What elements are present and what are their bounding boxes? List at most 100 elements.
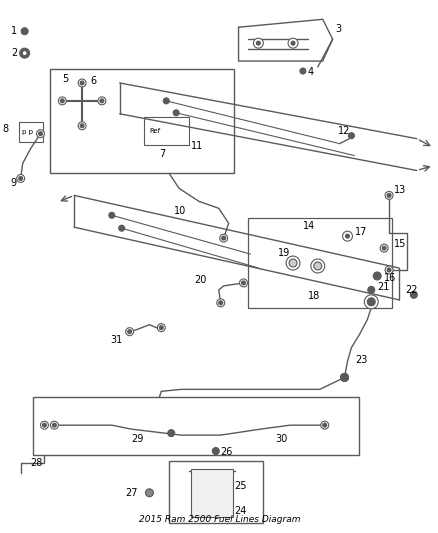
Text: 29: 29 (131, 434, 144, 444)
Text: 7: 7 (159, 149, 166, 159)
Circle shape (78, 122, 86, 130)
Circle shape (145, 489, 153, 497)
Circle shape (380, 244, 388, 252)
Circle shape (168, 430, 175, 437)
Circle shape (343, 375, 346, 379)
Circle shape (50, 421, 58, 429)
Circle shape (58, 97, 66, 105)
Circle shape (382, 246, 386, 250)
Text: 14: 14 (303, 221, 315, 231)
Circle shape (53, 423, 57, 427)
Circle shape (157, 324, 165, 332)
Circle shape (126, 328, 134, 336)
Circle shape (163, 98, 169, 104)
Circle shape (311, 259, 325, 273)
Circle shape (119, 225, 125, 231)
Circle shape (17, 174, 25, 182)
Text: 24: 24 (235, 506, 247, 516)
Circle shape (36, 130, 44, 138)
Circle shape (387, 268, 391, 272)
Text: 9: 9 (11, 179, 17, 189)
Circle shape (288, 38, 298, 48)
Circle shape (343, 231, 353, 241)
Circle shape (22, 51, 27, 55)
Text: 1: 1 (11, 26, 17, 36)
Text: 18: 18 (308, 291, 320, 301)
Text: 13: 13 (394, 185, 406, 196)
Circle shape (300, 68, 306, 74)
Circle shape (80, 124, 84, 128)
Text: p p: p p (21, 128, 33, 135)
Circle shape (159, 326, 163, 330)
Circle shape (60, 99, 64, 103)
Text: 27: 27 (125, 488, 138, 498)
Bar (145, 117, 189, 144)
Circle shape (39, 132, 42, 136)
Text: 8: 8 (3, 124, 9, 134)
Circle shape (349, 133, 354, 139)
Circle shape (240, 279, 247, 287)
Circle shape (100, 99, 104, 103)
Circle shape (78, 79, 86, 87)
Text: 23: 23 (355, 354, 368, 365)
Text: 5: 5 (62, 74, 68, 84)
Bar (32, 397, 359, 455)
Bar (19, 122, 43, 142)
Text: Ref: Ref (149, 128, 161, 134)
Text: 26: 26 (221, 447, 233, 457)
Circle shape (212, 448, 219, 455)
Circle shape (241, 281, 245, 285)
Circle shape (341, 374, 349, 382)
Text: 30: 30 (275, 434, 287, 444)
Bar (191, 469, 233, 516)
Text: 2: 2 (11, 48, 17, 58)
Circle shape (256, 41, 260, 45)
Text: 10: 10 (174, 206, 187, 216)
Circle shape (314, 262, 322, 270)
Circle shape (289, 259, 297, 267)
Circle shape (346, 234, 350, 238)
Circle shape (364, 295, 378, 309)
Text: 19: 19 (278, 248, 290, 258)
Text: 11: 11 (191, 141, 203, 151)
Circle shape (385, 191, 393, 199)
Circle shape (373, 272, 381, 280)
Circle shape (368, 286, 375, 293)
Circle shape (286, 256, 300, 270)
Circle shape (387, 193, 391, 197)
Text: 28: 28 (31, 458, 43, 468)
Circle shape (217, 299, 225, 307)
Circle shape (254, 38, 263, 48)
Bar (169, 461, 263, 523)
Circle shape (220, 234, 228, 242)
Bar (248, 218, 392, 308)
Text: 3: 3 (336, 24, 342, 34)
Text: 17: 17 (355, 227, 368, 237)
Circle shape (321, 421, 328, 429)
Circle shape (222, 236, 226, 240)
Circle shape (42, 423, 46, 427)
Text: 12: 12 (338, 126, 350, 136)
Text: 2015 Ram 2500 Fuel Lines Diagram: 2015 Ram 2500 Fuel Lines Diagram (139, 515, 300, 523)
Circle shape (341, 374, 349, 382)
Circle shape (219, 301, 223, 305)
Text: 22: 22 (405, 285, 417, 295)
Circle shape (367, 298, 375, 306)
Circle shape (385, 266, 393, 274)
Circle shape (19, 176, 23, 181)
Circle shape (109, 212, 115, 218)
Circle shape (20, 48, 30, 58)
Text: 21: 21 (377, 282, 389, 292)
Circle shape (98, 97, 106, 105)
Circle shape (410, 292, 417, 298)
Circle shape (127, 330, 131, 334)
Circle shape (291, 41, 295, 45)
Circle shape (323, 423, 327, 427)
Text: 20: 20 (194, 275, 206, 285)
Circle shape (40, 421, 49, 429)
Text: 16: 16 (384, 273, 396, 283)
Text: 4: 4 (308, 67, 314, 77)
Circle shape (173, 110, 179, 116)
Text: 31: 31 (110, 335, 122, 345)
Bar (50, 69, 233, 173)
